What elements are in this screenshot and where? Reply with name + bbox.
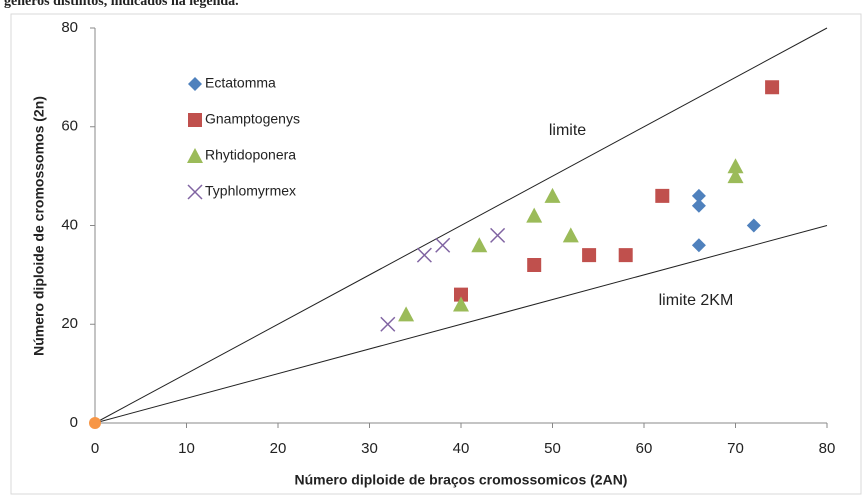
point bbox=[582, 248, 597, 263]
point bbox=[765, 80, 780, 95]
y-tick-label: 60 bbox=[61, 118, 78, 135]
x-axis-title: Número diploide de braços cromossomicos … bbox=[295, 472, 628, 488]
legend-label: Ectatomma bbox=[205, 75, 276, 91]
caption: gêneros distintos, indicados na legenda. bbox=[4, 0, 239, 9]
x-tick-label: 60 bbox=[636, 440, 653, 457]
point bbox=[655, 188, 670, 203]
reference-label: limite bbox=[549, 122, 586, 139]
x-tick-label: 10 bbox=[178, 440, 195, 457]
legend-marker bbox=[188, 77, 202, 91]
x-tick-label: 80 bbox=[819, 440, 836, 457]
point bbox=[544, 187, 561, 203]
y-tick-label: 0 bbox=[70, 414, 78, 431]
legend-marker bbox=[188, 113, 202, 127]
x-tick-label: 20 bbox=[270, 440, 287, 457]
point bbox=[490, 227, 506, 243]
point bbox=[691, 188, 706, 203]
x-tick-label: 0 bbox=[91, 440, 99, 457]
point bbox=[526, 207, 543, 223]
point bbox=[727, 158, 744, 174]
chart-frame bbox=[10, 13, 862, 495]
legend-marker bbox=[187, 148, 203, 163]
legend-label: Rhytidoponera bbox=[205, 147, 296, 163]
x-tick-label: 30 bbox=[361, 440, 378, 457]
reference-line bbox=[94, 225, 828, 424]
y-tick-label: 40 bbox=[61, 216, 78, 233]
point bbox=[435, 237, 451, 253]
reference-label: limite 2KM bbox=[659, 292, 734, 309]
legend-marker bbox=[187, 184, 203, 200]
origin-point bbox=[89, 417, 101, 429]
reference-line bbox=[94, 27, 828, 424]
point bbox=[562, 227, 579, 243]
point bbox=[453, 296, 469, 312]
x-tick-label: 70 bbox=[727, 440, 744, 457]
x-tick-label: 40 bbox=[453, 440, 470, 457]
point bbox=[691, 238, 706, 253]
point bbox=[618, 248, 633, 263]
point bbox=[727, 168, 744, 184]
point bbox=[746, 218, 761, 233]
y-axis-title: Número diploide de cromossomos (2n) bbox=[31, 96, 47, 356]
y-tick-label: 20 bbox=[61, 315, 78, 332]
y-tick-label: 80 bbox=[61, 19, 78, 36]
x-tick-label: 50 bbox=[544, 440, 561, 457]
point bbox=[454, 287, 468, 302]
point bbox=[471, 237, 488, 253]
point bbox=[691, 198, 706, 213]
point bbox=[416, 247, 432, 263]
legend-label: Gnamptogenys bbox=[205, 111, 300, 127]
point bbox=[380, 316, 396, 332]
legend-label: Typhlomyrmex bbox=[205, 183, 296, 199]
point bbox=[398, 306, 415, 322]
point bbox=[527, 258, 542, 272]
